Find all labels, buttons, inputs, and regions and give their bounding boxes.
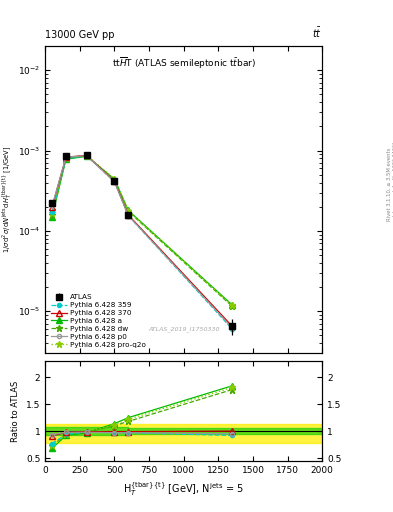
Pythia 6.428 a — [230, 302, 235, 308]
Line: Pythia 6.428 370: Pythia 6.428 370 — [50, 153, 235, 329]
Pythia 6.428 pro-q2o — [126, 208, 131, 214]
Pythia 6.428 359 — [50, 209, 55, 216]
Pythia 6.428 dw — [230, 303, 235, 309]
Pythia 6.428 359 — [112, 179, 117, 185]
Legend: ATLAS, Pythia 6.428 359, Pythia 6.428 370, Pythia 6.428 a, Pythia 6.428 dw, Pyth: ATLAS, Pythia 6.428 359, Pythia 6.428 37… — [49, 292, 148, 350]
Text: $t\bar{t}$: $t\bar{t}$ — [312, 26, 322, 40]
Pythia 6.428 359 — [84, 153, 89, 159]
Pythia 6.428 pro-q2o — [112, 176, 117, 182]
Line: Pythia 6.428 a: Pythia 6.428 a — [50, 154, 235, 308]
Y-axis label: Ratio to ATLAS: Ratio to ATLAS — [11, 380, 20, 441]
Pythia 6.428 359 — [230, 326, 235, 332]
Pythia 6.428 a — [64, 156, 68, 162]
Pythia 6.428 370 — [50, 204, 55, 210]
Pythia 6.428 dw — [64, 155, 68, 161]
Pythia 6.428 370 — [112, 178, 117, 184]
Pythia 6.428 p0 — [230, 325, 235, 331]
Pythia 6.428 359 — [64, 155, 68, 161]
Pythia 6.428 dw — [84, 153, 89, 159]
Pythia 6.428 359 — [126, 212, 131, 219]
Pythia 6.428 p0 — [64, 154, 68, 160]
Pythia 6.428 dw — [112, 177, 117, 183]
Pythia 6.428 370 — [230, 323, 235, 329]
Y-axis label: $1/\sigma\,\mathrm{d}^2\sigma/\,\mathrm{d}N^\mathrm{jets}\,\mathrm{d}H_T^\mathrm: $1/\sigma\,\mathrm{d}^2\sigma/\,\mathrm{… — [1, 146, 15, 253]
Pythia 6.428 p0 — [50, 203, 55, 209]
X-axis label: H$_T^{\rm \{tbar\}\{t\}}$ [GeV], N$^{\rm jets}$ = 5: H$_T^{\rm \{tbar\}\{t\}}$ [GeV], N$^{\rm… — [123, 480, 244, 498]
Pythia 6.428 a — [126, 207, 131, 214]
Pythia 6.428 pro-q2o — [64, 155, 68, 161]
Pythia 6.428 p0 — [126, 212, 131, 219]
Text: tt$\overline{H}$T (ATLAS semileptonic t$\bar{t}$bar): tt$\overline{H}$T (ATLAS semileptonic t$… — [112, 55, 256, 71]
Pythia 6.428 a — [84, 153, 89, 159]
Pythia 6.428 dw — [126, 208, 131, 215]
Pythia 6.428 pro-q2o — [50, 210, 55, 217]
Text: 13000 GeV pp: 13000 GeV pp — [45, 30, 115, 40]
Pythia 6.428 p0 — [112, 179, 117, 185]
Pythia 6.428 pro-q2o — [230, 303, 235, 309]
Line: Pythia 6.428 dw: Pythia 6.428 dw — [49, 153, 236, 310]
Pythia 6.428 pro-q2o — [84, 153, 89, 159]
Text: Rivet 3.1.10, ≥ 3.5M events: Rivet 3.1.10, ≥ 3.5M events — [387, 147, 392, 221]
Text: ATLAS_2019_I1750330: ATLAS_2019_I1750330 — [148, 326, 219, 332]
Line: Pythia 6.428 p0: Pythia 6.428 p0 — [50, 154, 234, 330]
Pythia 6.428 a — [112, 176, 117, 182]
Line: Pythia 6.428 pro-q2o: Pythia 6.428 pro-q2o — [49, 152, 236, 309]
Pythia 6.428 p0 — [84, 153, 89, 159]
Pythia 6.428 370 — [126, 212, 131, 218]
Line: Pythia 6.428 359: Pythia 6.428 359 — [50, 154, 234, 331]
Pythia 6.428 dw — [50, 211, 55, 218]
Pythia 6.428 a — [50, 214, 55, 220]
Pythia 6.428 370 — [84, 153, 89, 159]
Pythia 6.428 370 — [64, 154, 68, 160]
